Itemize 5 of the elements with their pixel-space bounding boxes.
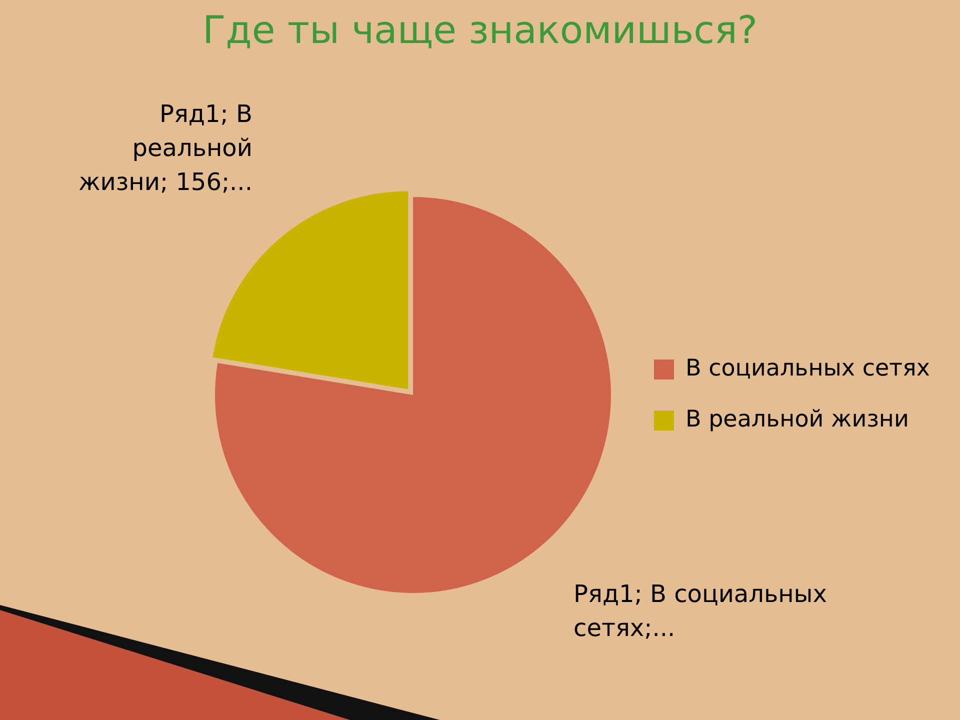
legend-label: В реальной жизни bbox=[685, 406, 909, 432]
chart-title: Где ты чаще знакомишься? bbox=[202, 8, 758, 52]
data-label: Ряд1; В реальной жизни; 156;... bbox=[78, 100, 252, 196]
data-label: Ряд1; В социальных сетях;... bbox=[574, 580, 827, 642]
legend-label: В социальных сетях bbox=[685, 355, 930, 382]
